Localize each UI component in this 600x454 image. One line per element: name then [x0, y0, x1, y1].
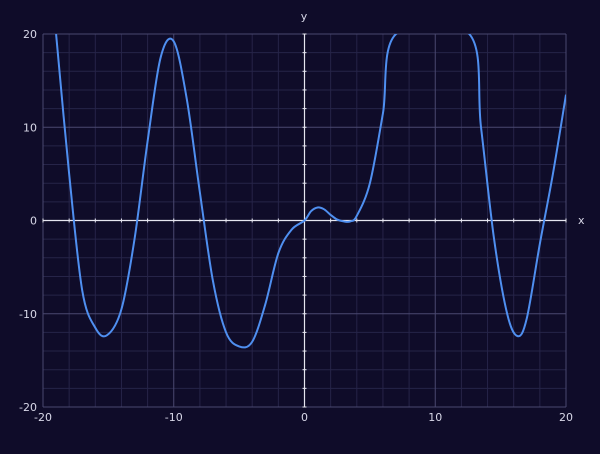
x-tick-label: 10	[428, 411, 442, 424]
series-line-0	[55, 34, 566, 349]
y-tick-label: 20	[23, 28, 37, 41]
tick-labels: -20 -10 0 10 20 20 10 0 -10 -20	[19, 28, 573, 424]
x-axis-label: x	[578, 214, 585, 227]
y-tick-label: -20	[19, 401, 37, 414]
y-tick-label: 10	[23, 121, 37, 134]
y-tick-label: 0	[30, 215, 37, 228]
x-tick-label: -10	[165, 411, 183, 424]
y-tick-label: -10	[19, 308, 37, 321]
y-axis-label: y	[301, 10, 308, 23]
x-tick-label: 20	[559, 411, 573, 424]
series-layer	[55, 34, 566, 349]
x-tick-label: -20	[34, 411, 52, 424]
x-tick-label: 0	[301, 411, 308, 424]
